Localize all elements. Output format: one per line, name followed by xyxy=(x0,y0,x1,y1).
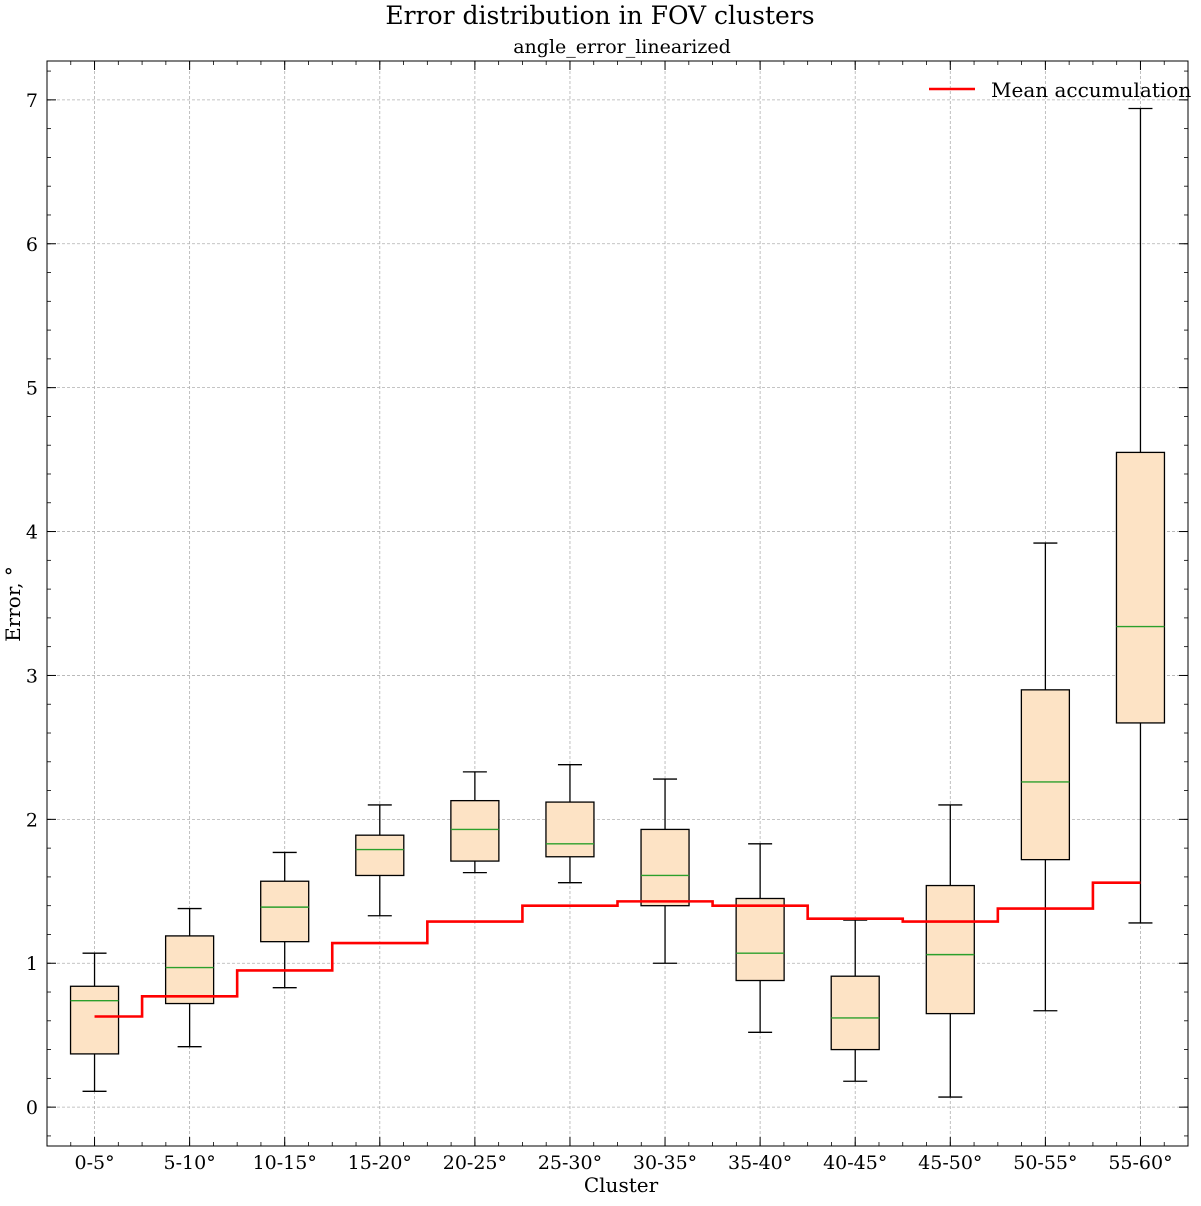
y-tick-label: 6 xyxy=(26,234,38,256)
x-tick-label: 45-50° xyxy=(918,1152,982,1174)
box-iqr xyxy=(164,935,215,1005)
plot-frame xyxy=(46,60,1189,1147)
x-tick-label: 5-10° xyxy=(164,1152,216,1174)
x-tick-label: 25-30° xyxy=(538,1152,602,1174)
chart-subtitle: angle_error_linearized xyxy=(513,36,731,58)
chart-title: Error distribution in FOV clusters xyxy=(385,1,814,30)
legend: Mean accumulation xyxy=(929,78,1191,102)
x-tick-label: 40-45° xyxy=(823,1152,887,1174)
y-tick-label: 1 xyxy=(26,953,38,975)
x-tick-label: 15-20° xyxy=(348,1152,412,1174)
x-tick-label: 50-55° xyxy=(1013,1152,1077,1174)
box-iqr xyxy=(260,880,310,943)
box-iqr xyxy=(355,834,405,877)
y-tick-label: 4 xyxy=(26,522,38,544)
box-iqr xyxy=(830,975,880,1051)
axes: 0 1 2 3 4 5 6 7 0-5° 5-10° 10-15° 15-20° 20-25° 25-30… xyxy=(26,60,1189,1174)
x-tick-label: 20-25° xyxy=(443,1152,507,1174)
y-tick-label: 7 xyxy=(26,90,38,112)
boxplots xyxy=(69,107,1166,1098)
x-tick-label: 0-5° xyxy=(74,1152,114,1174)
legend-label: Mean accumulation xyxy=(991,78,1191,102)
mean-accumulation-series xyxy=(94,881,1141,1018)
box-iqr xyxy=(640,828,690,907)
x-axis-label: Cluster xyxy=(584,1173,659,1197)
x-tick-label: 10-15° xyxy=(253,1152,317,1174)
box-iqr xyxy=(450,799,500,862)
x-tick-label: 55-60° xyxy=(1108,1152,1172,1174)
box-iqr xyxy=(69,985,120,1055)
box-iqr xyxy=(1115,451,1166,724)
grid xyxy=(47,61,1188,1146)
mean-accumulation-line xyxy=(94,881,1141,1018)
box-iqr xyxy=(545,801,595,858)
x-tick-label: 30-35° xyxy=(633,1152,697,1174)
box-iqr xyxy=(735,897,785,982)
y-tick-label: 5 xyxy=(26,378,38,400)
y-axis-label: Error, ° xyxy=(1,566,25,642)
y-tick-label: 0 xyxy=(26,1097,38,1119)
box-iqr xyxy=(1020,689,1071,861)
y-tick-label: 2 xyxy=(26,809,38,831)
x-tick-label: 35-40° xyxy=(728,1152,792,1174)
box-iqr xyxy=(925,884,975,1015)
y-tick-label: 3 xyxy=(26,665,38,687)
